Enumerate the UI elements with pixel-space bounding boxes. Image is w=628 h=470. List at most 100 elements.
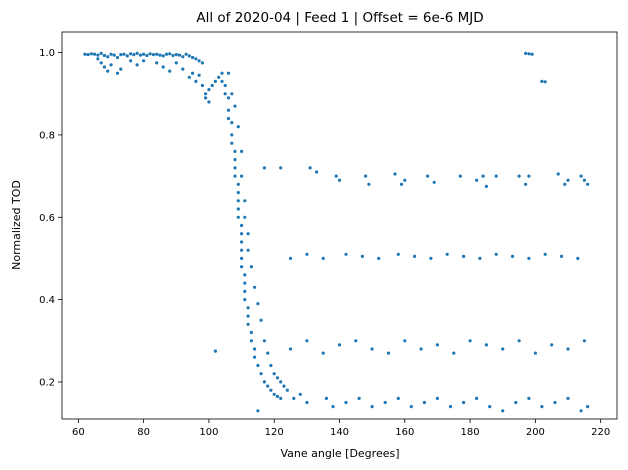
data-point [576, 256, 580, 260]
data-point [259, 318, 263, 322]
data-point [240, 174, 244, 178]
data-point [256, 363, 260, 368]
data-point [249, 330, 253, 335]
data-point [475, 396, 479, 400]
data-point [468, 339, 472, 343]
data-point [308, 166, 312, 170]
data-point [524, 182, 528, 186]
data-point [527, 396, 531, 400]
data-point [240, 149, 244, 153]
data-point [230, 92, 234, 96]
data-point [197, 59, 201, 63]
data-point [364, 174, 368, 178]
y-tick-label: 0.8 [39, 130, 55, 141]
data-point [566, 347, 570, 351]
data-point [370, 405, 374, 409]
y-axis-label: Normalized TOD [10, 180, 23, 270]
data-point [533, 351, 538, 355]
data-point [288, 256, 293, 260]
y-tick-label: 1.0 [39, 48, 55, 59]
data-point [236, 125, 240, 129]
x-tick-label: 200 [526, 427, 545, 438]
data-point [125, 54, 129, 58]
data-point [236, 215, 240, 219]
x-tick-label: 220 [591, 427, 610, 438]
data-point [197, 73, 201, 77]
data-point [282, 384, 286, 388]
data-point [96, 57, 100, 61]
data-point [432, 180, 436, 184]
data-point [233, 158, 237, 162]
data-point [226, 96, 231, 100]
data-point [272, 392, 276, 396]
data-point [177, 53, 182, 57]
data-point [181, 67, 185, 71]
data-point [279, 166, 283, 170]
data-point [240, 248, 244, 252]
data-point [243, 199, 247, 203]
data-point [553, 400, 557, 405]
data-point [109, 52, 113, 56]
data-point [288, 347, 293, 351]
data-point [187, 75, 191, 79]
data-point [204, 96, 208, 100]
data-point [396, 252, 400, 256]
data-point [429, 256, 433, 260]
data-point [191, 55, 195, 60]
data-point [161, 54, 165, 58]
data-point [262, 380, 266, 384]
data-point [135, 63, 139, 67]
data-point [226, 71, 231, 75]
data-point [357, 396, 361, 400]
data-point [230, 133, 234, 137]
data-point [109, 63, 113, 67]
data-point [246, 248, 250, 252]
data-point [226, 108, 231, 112]
data-point [119, 67, 123, 71]
data-point [249, 265, 253, 269]
data-point [106, 69, 110, 73]
data-point [135, 51, 139, 56]
data-point [298, 392, 302, 396]
data-point [148, 52, 152, 56]
data-point [269, 363, 273, 368]
data-point [168, 52, 172, 56]
data-point [236, 191, 240, 195]
data-point [213, 349, 217, 353]
data-point [83, 52, 87, 56]
x-axis: 60 80 100 120 140 160 180 200 220 [72, 419, 610, 438]
data-point [501, 347, 505, 351]
data-point [579, 174, 583, 178]
data-point [419, 347, 423, 351]
data-point [481, 174, 485, 178]
data-points [83, 51, 590, 413]
data-point [543, 252, 547, 256]
data-point [164, 52, 169, 56]
x-tick-label: 60 [72, 427, 85, 438]
data-point [155, 52, 159, 56]
data-point [243, 289, 247, 293]
data-point [171, 53, 175, 58]
data-point [151, 53, 155, 57]
data-point [158, 53, 162, 57]
data-point [93, 52, 97, 56]
data-point [409, 405, 413, 409]
data-point [115, 71, 120, 75]
data-point [236, 207, 240, 211]
data-point [99, 61, 103, 65]
data-point [191, 71, 195, 75]
data-point [556, 172, 560, 176]
data-point [102, 53, 106, 58]
data-point [246, 306, 250, 310]
data-point [142, 59, 146, 63]
data-point [337, 178, 342, 182]
data-point [475, 178, 479, 182]
data-point [246, 232, 250, 236]
data-point [527, 174, 531, 178]
data-point [243, 215, 247, 219]
data-point [204, 92, 208, 96]
data-point [253, 285, 257, 289]
data-point [174, 53, 178, 57]
data-point [517, 339, 521, 343]
